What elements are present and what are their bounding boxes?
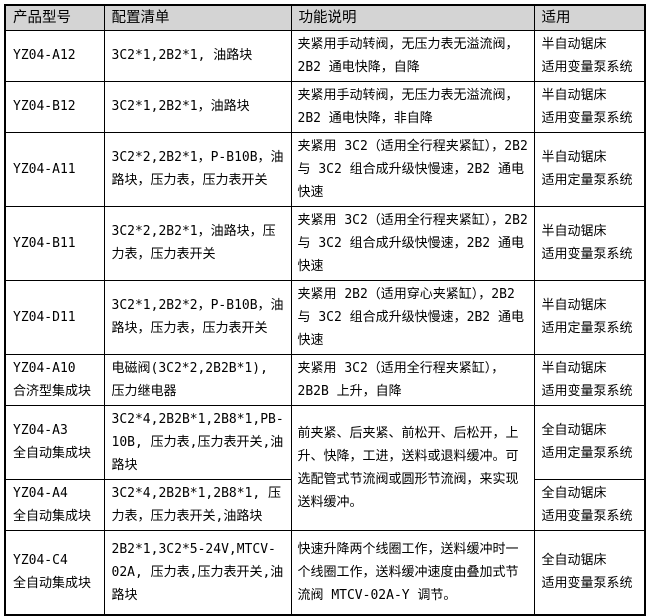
cell-config: 3C2*2,2B2*1，油路块，压力表，压力表开关 [103, 205, 292, 281]
product-spec-table: 产品型号 配置清单 功能说明 适用 YZ04-A12 3C2*1,2B2*1, … [4, 4, 646, 616]
col-header-model: 产品型号 [4, 4, 105, 31]
cell-config: 3C2*1,2B2*1, 油路块 [103, 29, 292, 82]
cell-applicable: 半自动锯床 适用变量泵系统 [533, 353, 646, 406]
cell-applicable: 半自动锯床 适用变量泵系统 [533, 205, 646, 281]
cell-function: 夹紧用 3C2（适用全行程夹紧缸），2B2 与 3C2 组合成升级快慢速，2B2… [290, 131, 535, 207]
cell-model: YZ04-B11 [4, 205, 105, 281]
col-header-config: 配置清单 [103, 4, 292, 31]
cell-function-merged: 前夹紧、后夹紧、前松开、后松开，上升、快降，工进，送料或退料缓冲。可选配管式节流… [290, 404, 535, 531]
cell-applicable: 全自动锯床 适用变量泵系统 [533, 529, 646, 616]
table-row: YZ04-D11 3C2*1,2B2*2，P-B10B，油路块，压力表，压力表开… [4, 279, 646, 355]
table-row: YZ04-C4 全自动集成块 2B2*1,3C2*5-24V,MTCV-02A,… [4, 529, 646, 616]
table-row: YZ04-A11 3C2*2,2B2*1，P-B10B，油路块，压力表，压力表开… [4, 131, 646, 207]
cell-model: YZ04-D11 [4, 279, 105, 355]
cell-config: 电磁阀(3C2*2,2B2B*1), 压力继电器 [103, 353, 292, 406]
table-row: YZ04-B12 3C2*1,2B2*1，油路块 夹紧用手动转阀，无压力表无溢流… [4, 80, 646, 133]
cell-applicable: 半自动锯床 适用定量泵系统 [533, 279, 646, 355]
cell-model: YZ04-A4 全自动集成块 [4, 478, 105, 531]
table-row: YZ04-B11 3C2*2,2B2*1，油路块，压力表，压力表开关 夹紧用 3… [4, 205, 646, 281]
cell-function: 夹紧用手动转阀，无压力表无溢流阀， 2B2 通电快降，非自降 [290, 80, 535, 133]
col-header-function: 功能说明 [290, 4, 535, 31]
cell-applicable: 全自动锯床 适用定量泵系统 [533, 404, 646, 480]
cell-config: 3C2*1,2B2*2，P-B10B，油路块，压力表，压力表开关 [103, 279, 292, 355]
col-header-applicable: 适用 [533, 4, 646, 31]
cell-model: YZ04-A12 [4, 29, 105, 82]
cell-config: 2B2*1,3C2*5-24V,MTCV-02A, 压力表,压力表开关,油路块 [103, 529, 292, 616]
cell-model: YZ04-B12 [4, 80, 105, 133]
cell-applicable: 半自动锯床 适用变量泵系统 [533, 29, 646, 82]
cell-config: 3C2*2,2B2*1，P-B10B，油路块，压力表，压力表开关 [103, 131, 292, 207]
cell-function: 夹紧用 3C2（适用全行程夹紧缸），2B2 与 3C2 组合成升级快慢速，2B2… [290, 205, 535, 281]
cell-config: 3C2*4,2B2B*1,2B8*1, 压力表，压力表开关,油路块 [103, 478, 292, 531]
table-row: YZ04-A12 3C2*1,2B2*1, 油路块 夹紧用手动转阀，无压力表无溢… [4, 29, 646, 82]
cell-applicable: 全自动锯床 适用变量泵系统 [533, 478, 646, 531]
table-header-row: 产品型号 配置清单 功能说明 适用 [4, 4, 646, 31]
cell-model: YZ04-C4 全自动集成块 [4, 529, 105, 616]
cell-applicable: 半自动锯床 适用定量泵系统 [533, 131, 646, 207]
cell-function: 夹紧用手动转阀，无压力表无溢流阀， 2B2 通电快降，自降 [290, 29, 535, 82]
product-spec-table-container: 产品型号 配置清单 功能说明 适用 YZ04-A12 3C2*1,2B2*1, … [4, 4, 646, 616]
cell-config: 3C2*1,2B2*1，油路块 [103, 80, 292, 133]
table-row: YZ04-A10 合济型集成块 电磁阀(3C2*2,2B2B*1), 压力继电器… [4, 353, 646, 406]
cell-model: YZ04-A3 全自动集成块 [4, 404, 105, 480]
cell-function: 夹紧用 3C2（适用全行程夹紧缸），2B2B 上升，自降 [290, 353, 535, 406]
cell-function: 快速升降两个线圈工作，送料缓冲时一个线圈工作，送料缓冲速度由叠加式节流阀 MTC… [290, 529, 535, 616]
cell-function: 夹紧用 2B2（适用穿心夹紧缸），2B2 与 3C2 组合成升级快慢速，2B2 … [290, 279, 535, 355]
cell-applicable: 半自动锯床 适用变量泵系统 [533, 80, 646, 133]
cell-model: YZ04-A10 合济型集成块 [4, 353, 105, 406]
table-row: YZ04-A3 全自动集成块 3C2*4,2B2B*1,2B8*1,PB-10B… [4, 404, 646, 531]
cell-config: 3C2*4,2B2B*1,2B8*1,PB-10B, 压力表,压力表开关,油路块 [103, 404, 292, 480]
cell-model: YZ04-A11 [4, 131, 105, 207]
